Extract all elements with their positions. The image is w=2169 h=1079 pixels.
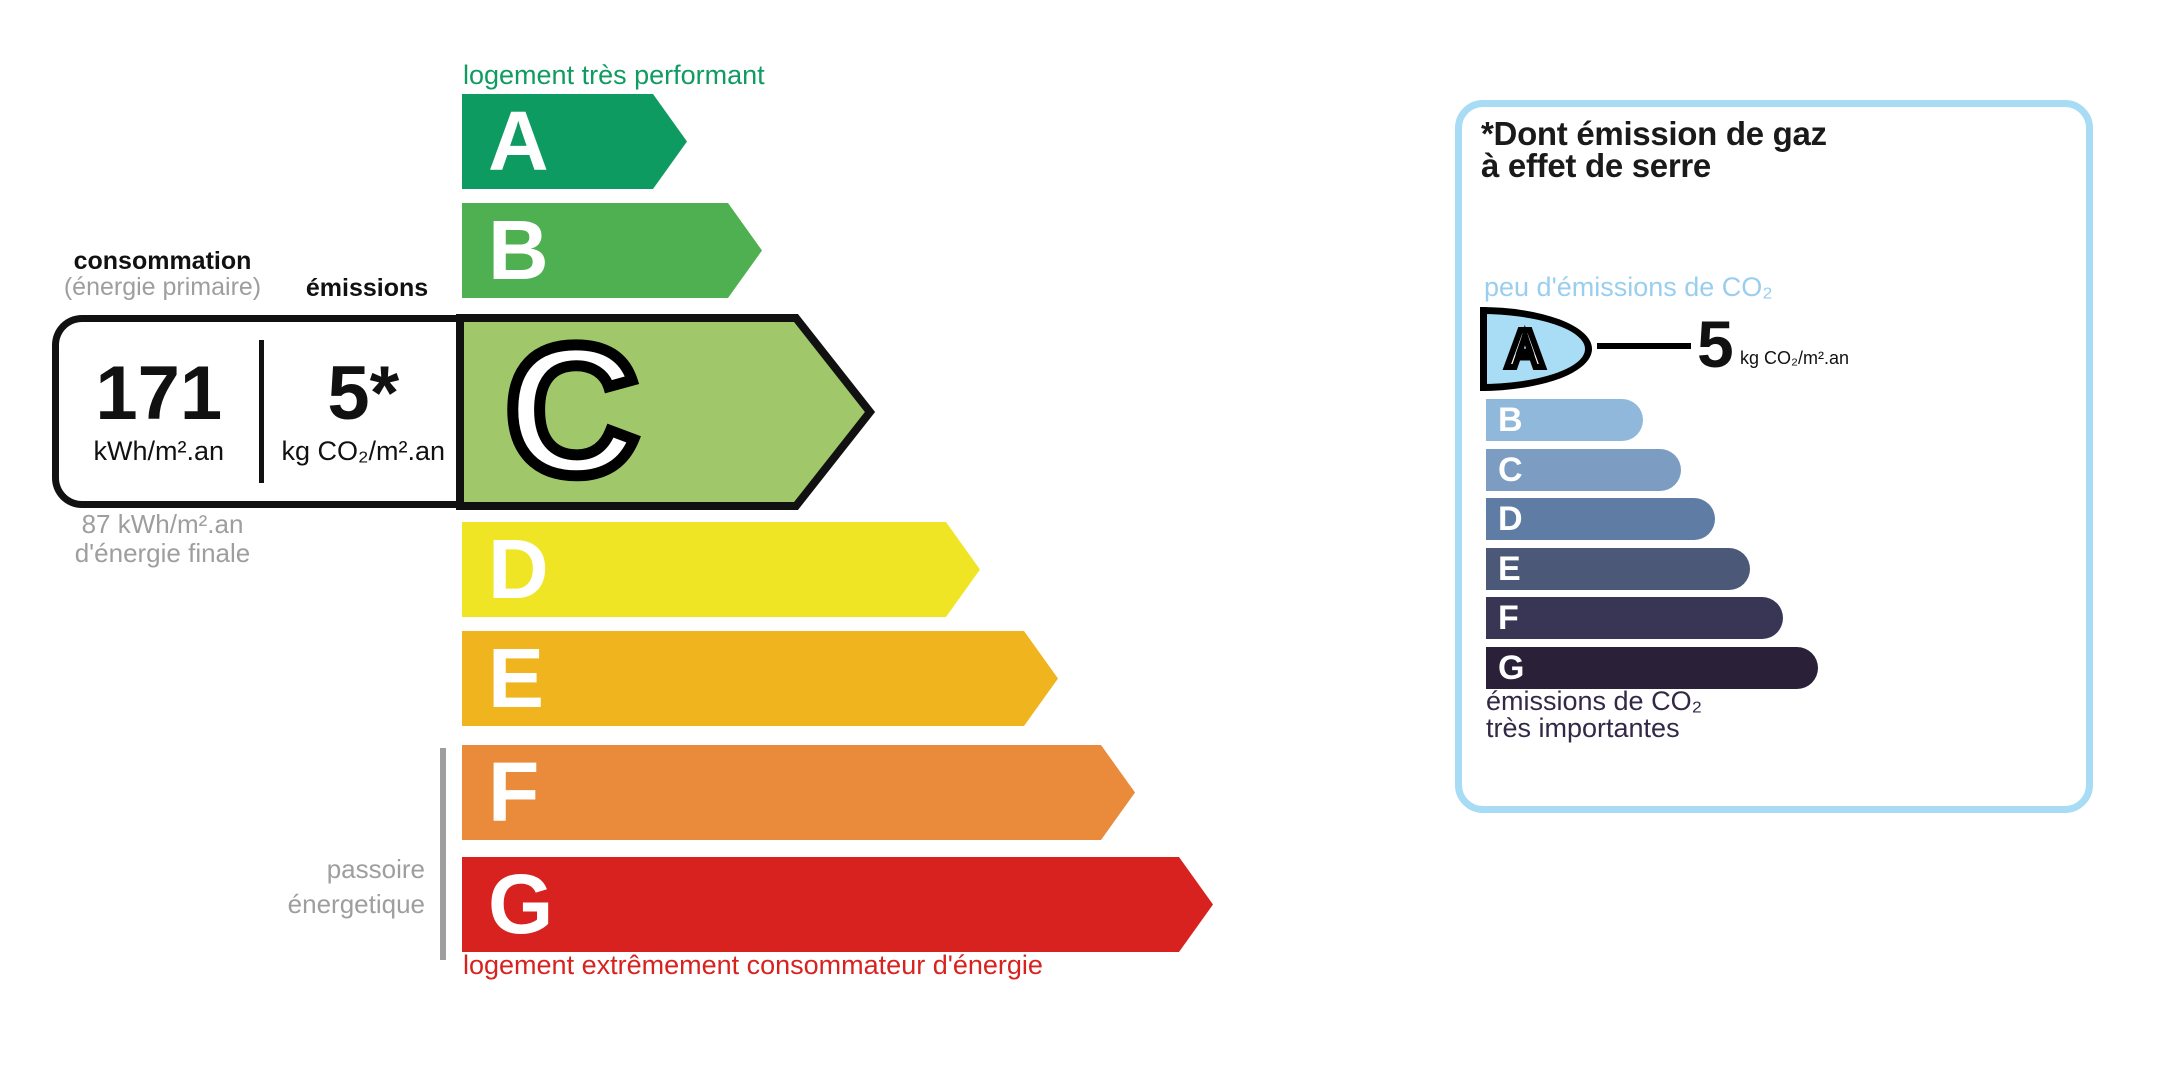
co2-class-f-letter: F	[1498, 599, 1519, 637]
final-energy-note: 87 kWh/m².an d'énergie finale	[40, 510, 285, 568]
consumption-cell: 171 kWh/m².an	[59, 322, 259, 501]
co2-high-emissions-label: émissions de CO₂ très importantes	[1486, 688, 1702, 742]
energy-class-c-letter: C	[500, 308, 645, 514]
energy-class-b-letter: B	[488, 203, 549, 297]
energy-class-f-arrow: F	[462, 745, 1135, 840]
score-box: 171 kWh/m².an 5* kg CO₂/m².an	[52, 315, 463, 508]
emissions-unit: kg CO₂/m².an	[281, 436, 446, 466]
final-energy-line2: d'énergie finale	[74, 538, 251, 568]
emissions-header: émissions	[305, 274, 429, 302]
energy-sieve-label-line2: énergetique	[287, 889, 425, 919]
energy-sieve-bracket	[440, 748, 446, 960]
emissions-cell: 5* kg CO₂/m².an	[264, 322, 464, 501]
energy-class-b-arrow: B	[462, 203, 762, 298]
co2-class-d-letter: D	[1498, 500, 1523, 538]
energy-sieve-label: passoire énergetique	[180, 852, 425, 922]
bottom-performance-label: logement extrêmement consommateur d'éner…	[463, 950, 1043, 980]
co2-class-d-bar: D	[1486, 498, 1715, 540]
top-performance-label: logement très performant	[463, 60, 765, 90]
co2-highlight-value: 5	[1697, 307, 1734, 381]
co2-class-g-letter: G	[1498, 649, 1525, 687]
consumption-subheader: (énergie primaire)	[63, 273, 262, 301]
emissions-value: 5*	[327, 351, 400, 436]
co2-high-emissions-line2: très importantes	[1486, 713, 1680, 743]
co2-class-c-bar: C	[1486, 449, 1681, 491]
co2-class-c-letter: C	[1498, 451, 1523, 489]
energy-class-d-letter: D	[488, 522, 549, 616]
energy-class-f-letter: F	[488, 745, 540, 839]
energy-class-e-arrow: E	[462, 631, 1058, 726]
energy-class-a-arrow: A	[462, 94, 687, 189]
co2-low-emissions-label: peu d'émissions de CO₂	[1484, 272, 1773, 302]
energy-sieve-label-line1: passoire	[326, 854, 425, 884]
co2-value-connector-line	[1597, 343, 1691, 349]
co2-high-emissions-line1: émissions de CO₂	[1486, 686, 1703, 716]
co2-class-e-letter: E	[1498, 550, 1521, 588]
consumption-header: consommation	[73, 247, 252, 275]
co2-highlight-unit: kg CO₂/m².an	[1740, 348, 1850, 368]
co2-panel-title: *Dont émission de gaz à effet de serre	[1481, 115, 1827, 184]
co2-class-b-bar: B	[1486, 399, 1643, 441]
score-headers: consommation (énergie primaire)	[52, 248, 273, 300]
consumption-unit: kWh/m².an	[93, 436, 225, 466]
co2-panel-title-line2: à effet de serre	[1481, 147, 1711, 184]
co2-class-a-letter: A	[1503, 316, 1548, 382]
co2-class-e-bar: E	[1486, 548, 1750, 590]
consumption-value: 171	[95, 351, 223, 436]
co2-class-b-letter: B	[1498, 401, 1523, 439]
energy-class-c-arrow	[456, 314, 876, 510]
energy-class-g-letter: G	[488, 857, 554, 951]
energy-class-g-arrow: G	[462, 857, 1213, 952]
energy-class-c-arrow-shape	[456, 314, 876, 510]
co2-class-g-bar: G	[1486, 647, 1818, 689]
energy-class-e-letter: E	[488, 631, 545, 725]
final-energy-line1: 87 kWh/m².an	[81, 509, 244, 539]
co2-panel-title-line1: *Dont émission de gaz	[1481, 115, 1827, 152]
energy-class-a-letter: A	[488, 94, 549, 188]
score-divider	[258, 340, 264, 483]
energy-class-d-arrow: D	[462, 522, 980, 617]
co2-class-f-bar: F	[1486, 597, 1783, 639]
